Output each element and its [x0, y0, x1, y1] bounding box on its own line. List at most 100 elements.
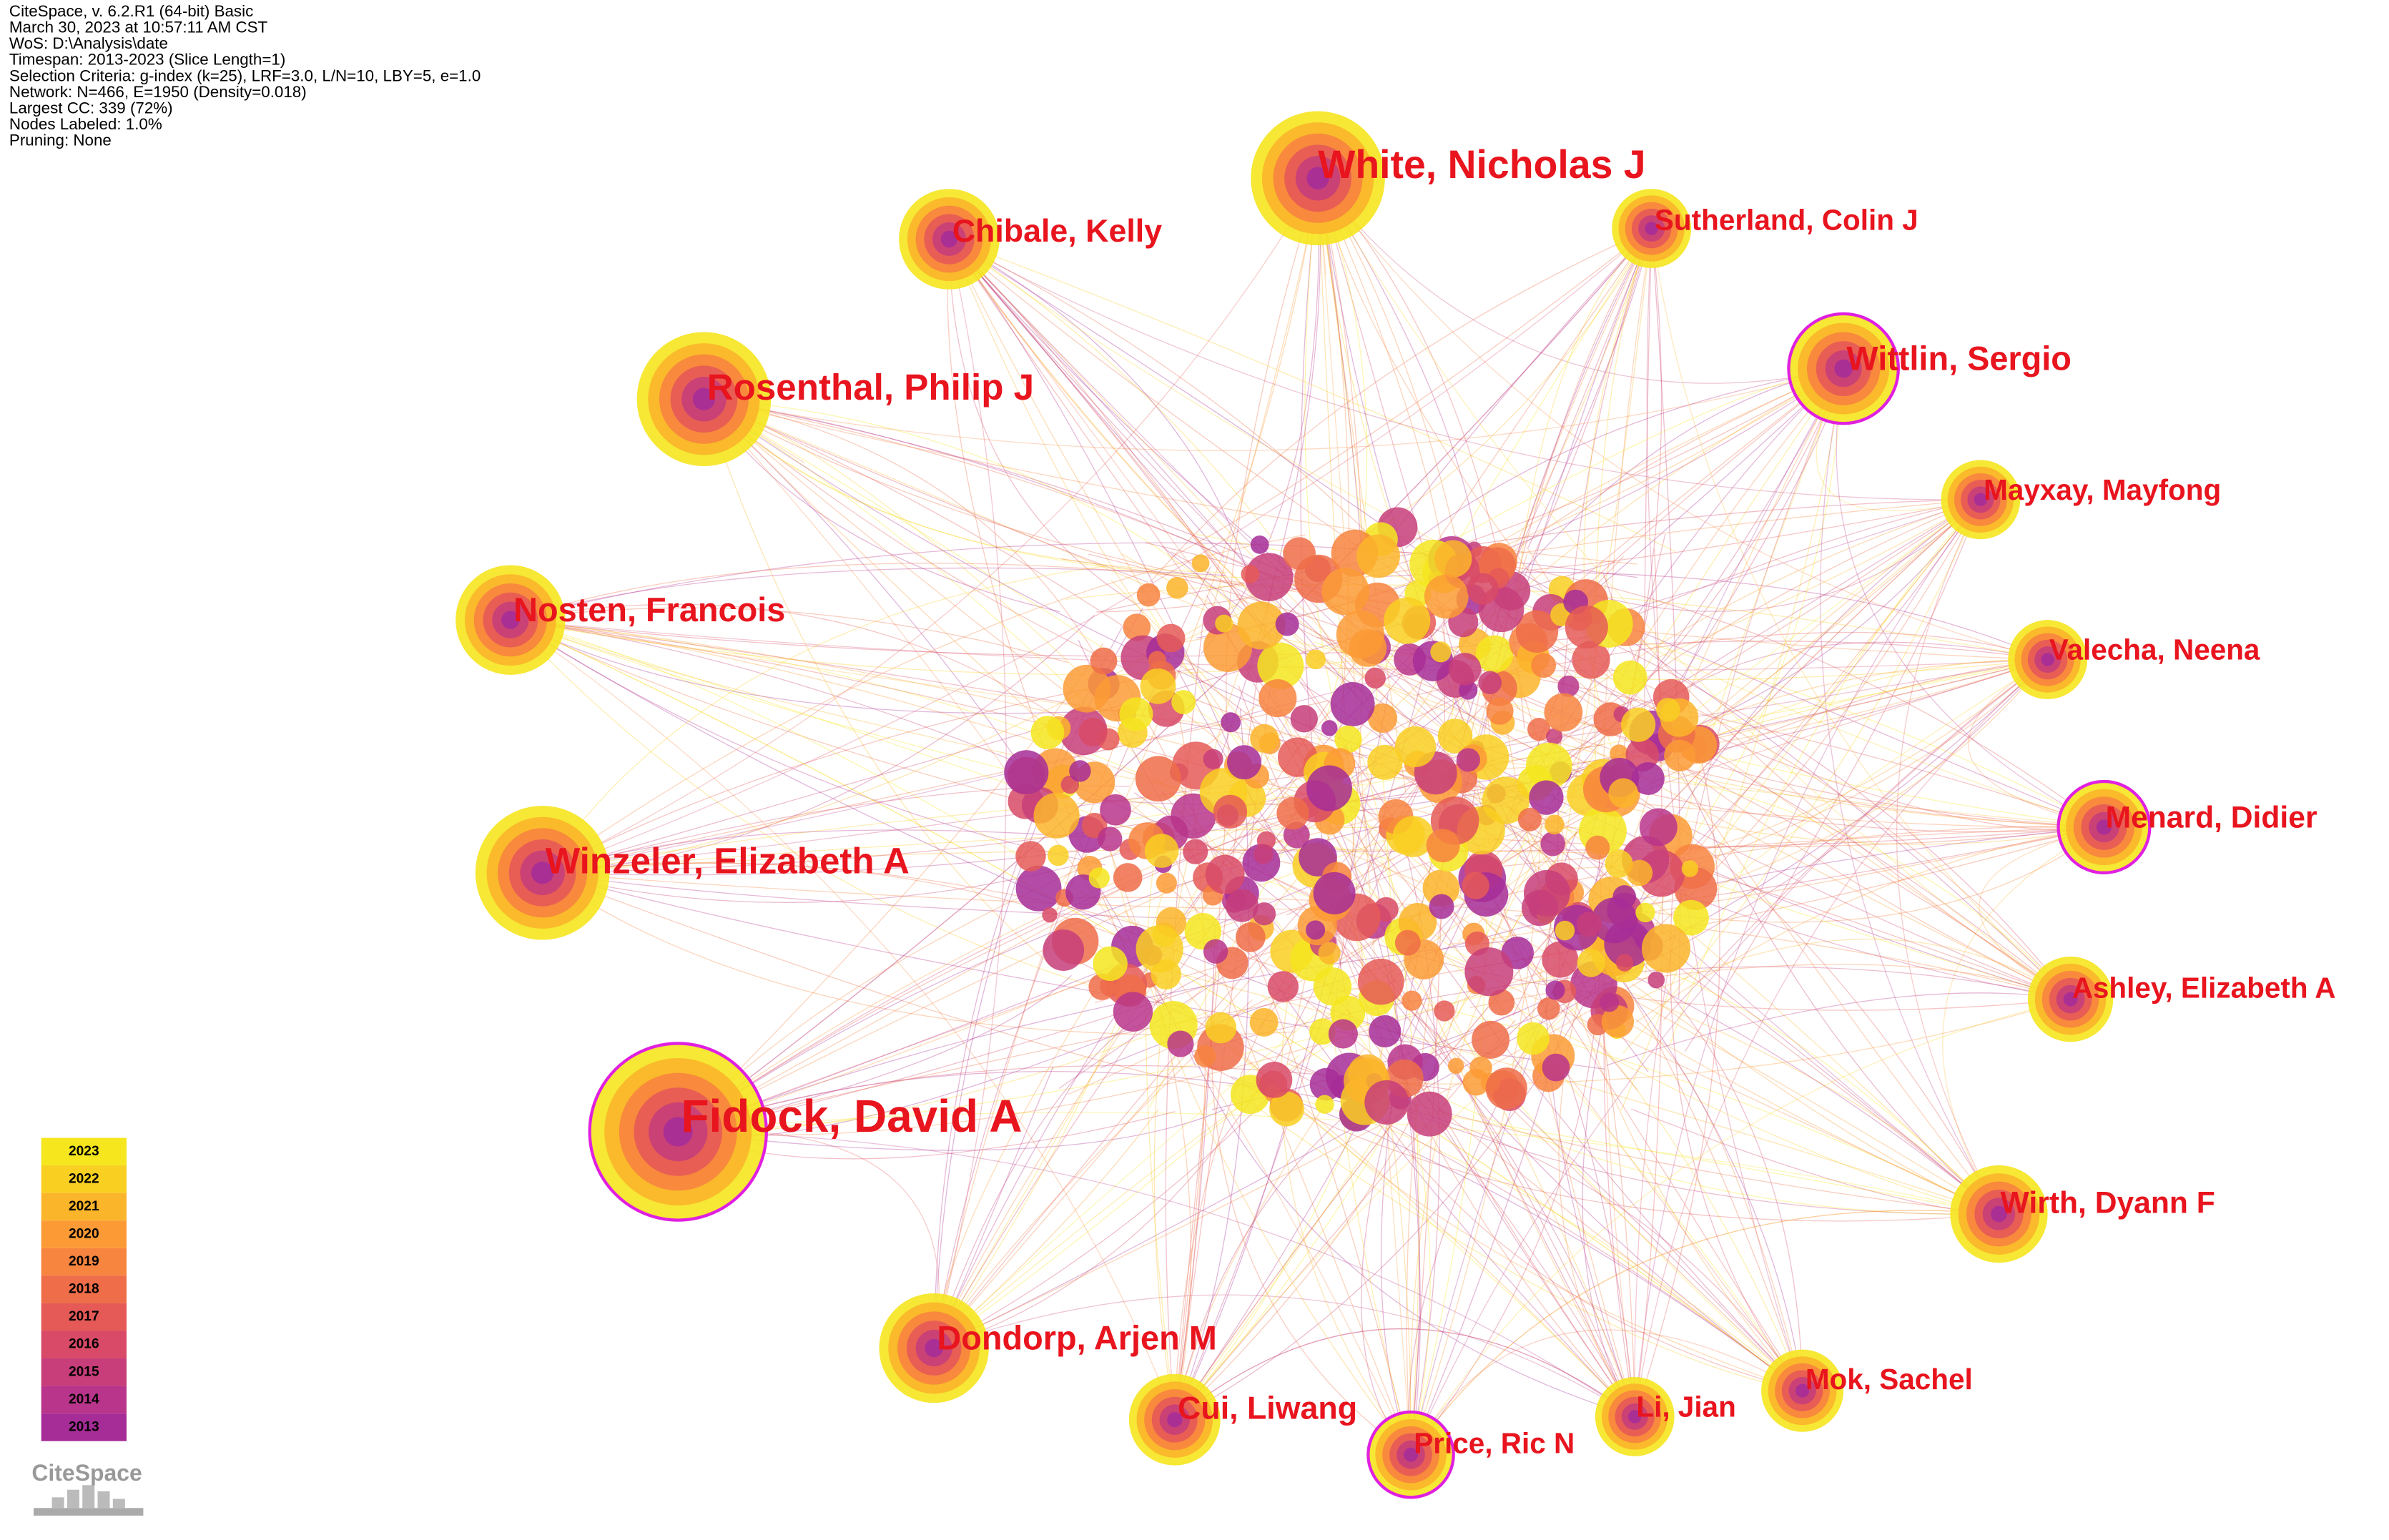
cluster-node	[1004, 750, 1049, 795]
edge	[704, 398, 1325, 579]
author-node: Wittlin, Sergio	[1787, 312, 2072, 425]
cluster-node	[1136, 583, 1161, 607]
edge	[949, 239, 1293, 676]
edge	[510, 619, 1803, 1391]
cluster-node	[1318, 942, 1341, 964]
cluster-node	[1113, 992, 1153, 1032]
node-ring	[1628, 1410, 1642, 1423]
cluster-node	[1647, 971, 1665, 989]
edge	[1476, 368, 1844, 991]
edge	[1171, 228, 1652, 558]
node-label: Mok, Sachel	[1806, 1363, 1973, 1396]
edge	[1584, 761, 2072, 1000]
edge	[933, 974, 1322, 1349]
cluster-node	[1572, 641, 1610, 679]
node-ring	[692, 388, 716, 410]
author-node: Price, Ric N	[1366, 1410, 1575, 1499]
cluster-node	[1576, 912, 1602, 937]
cluster-node	[1267, 971, 1299, 1002]
edge	[933, 745, 1321, 1348]
legend-swatch	[41, 1275, 127, 1303]
edge	[1062, 953, 1803, 1391]
edge	[1189, 1047, 1635, 1418]
author-node: Rosenthal, Philip J	[636, 332, 1034, 466]
node-ring	[2063, 992, 2078, 1007]
cluster-node	[1313, 967, 1352, 1006]
edge	[510, 563, 1394, 621]
cluster-node	[1612, 660, 1647, 695]
edge	[704, 398, 1149, 583]
legend-swatch	[41, 1386, 127, 1414]
legend-year: 2015	[69, 1364, 99, 1379]
header-line: Nodes Labeled: 1.0%	[9, 115, 162, 133]
cluster-node	[1269, 1091, 1304, 1127]
edge	[1317, 177, 2071, 1000]
node-label: Nosten, Francois	[513, 591, 785, 628]
edge	[1464, 826, 2104, 871]
cluster-node	[1227, 745, 1261, 780]
cluster-node	[1290, 705, 1318, 733]
legend-swatch	[41, 1248, 127, 1276]
cluster-node	[1478, 671, 1502, 694]
cluster-node	[1467, 573, 1499, 605]
edge	[1350, 744, 1421, 1455]
legend-year: 2022	[69, 1171, 99, 1186]
edge	[1634, 659, 2049, 1417]
cluster-node	[1042, 907, 1058, 923]
edge	[1174, 708, 1250, 1420]
node-ring	[1974, 493, 1988, 507]
edge	[1317, 177, 2048, 661]
node-label: Mayxay, Mayfong	[1984, 473, 2221, 506]
logo: CiteSpace	[31, 1460, 144, 1516]
edge	[1678, 499, 1981, 902]
cluster-node	[1205, 854, 1245, 894]
cluster-node	[1093, 946, 1128, 982]
cluster-node	[1088, 867, 1110, 889]
author-nodes: White, Nicholas J Chibale, Kelly Sutherlan…	[455, 111, 2336, 1499]
centrality-ring	[2056, 779, 2152, 874]
cluster-node	[1183, 839, 1208, 864]
edge	[1410, 659, 2049, 1455]
edge	[678, 952, 1596, 1136]
cluster-node	[1203, 749, 1223, 769]
node-label: Wittlin, Sergio	[1846, 340, 2072, 377]
edge	[542, 872, 1213, 1089]
cluster-node	[1542, 1053, 1570, 1082]
cluster-node	[1469, 1056, 1492, 1080]
cluster-node	[1674, 867, 1718, 911]
author-node: White, Nicholas J	[1251, 111, 1646, 246]
edge	[510, 619, 1162, 714]
year-legend: 2023 2022 2021 2020 2019 2018 2017 2016 2015 2014…	[41, 1137, 127, 1441]
cluster-node	[1237, 601, 1286, 650]
author-node: Wirth, Dyann F	[1950, 1165, 2215, 1263]
cluster-node	[1464, 947, 1514, 997]
author-node: Chibale, Kelly	[899, 189, 1162, 290]
edge	[677, 228, 1652, 1132]
edge	[933, 919, 1302, 1348]
node-ring	[1404, 1447, 1418, 1462]
edge	[1174, 499, 1981, 1421]
cluster-node	[1434, 1000, 1455, 1022]
edge	[1655, 499, 1981, 659]
centrality-ring	[1787, 312, 1900, 425]
edge	[1165, 696, 1999, 1215]
edge	[1376, 1103, 1999, 1215]
edge	[1684, 499, 1981, 1052]
edge	[1669, 499, 1981, 1045]
edge	[510, 619, 1388, 760]
cluster	[1004, 507, 1720, 1137]
edge	[1145, 839, 1176, 1420]
author-node: Mok, Sachel	[1761, 1349, 1973, 1432]
edge	[1306, 178, 1368, 776]
cluster-node	[1612, 885, 1637, 909]
cluster-node	[1275, 612, 1299, 636]
edge	[1174, 1002, 1459, 1421]
edge	[1644, 368, 1844, 974]
legend-swatch	[41, 1137, 127, 1166]
author-node: Li, Jian	[1595, 1377, 1736, 1456]
cluster-node	[1384, 597, 1431, 644]
cluster-node	[1367, 744, 1403, 780]
cluster-node	[1615, 954, 1634, 972]
legend-swatch	[41, 1331, 127, 1359]
node-label: White, Nicholas J	[1318, 142, 1645, 187]
